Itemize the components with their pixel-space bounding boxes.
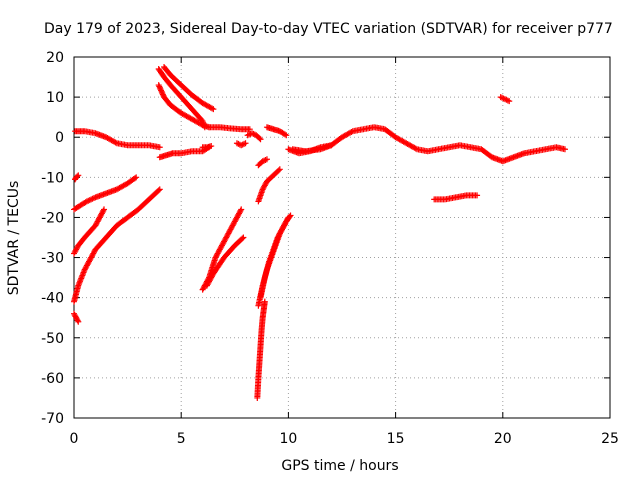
series-arc-17 bbox=[263, 124, 290, 139]
data-point bbox=[261, 298, 268, 305]
series-arc-16 bbox=[255, 166, 283, 205]
y-tick-label: -30 bbox=[41, 251, 64, 267]
data-point bbox=[112, 139, 119, 146]
gridlines bbox=[74, 57, 610, 418]
data-point bbox=[281, 131, 288, 138]
y-axis-label: SDTVAR / TECUs bbox=[6, 181, 22, 296]
data-point bbox=[198, 121, 205, 128]
data-point bbox=[276, 166, 283, 173]
y-tick-label: -70 bbox=[41, 411, 64, 427]
data-point bbox=[474, 192, 481, 199]
series-arc-6 bbox=[71, 186, 163, 305]
x-tick-label: 15 bbox=[387, 431, 405, 447]
plot-frame bbox=[73, 56, 611, 419]
series-arc-3 bbox=[72, 172, 82, 183]
y-tick-label: -60 bbox=[41, 371, 64, 387]
data-point bbox=[238, 206, 245, 213]
data-point bbox=[101, 206, 108, 213]
data-point bbox=[131, 175, 138, 182]
data-point bbox=[156, 144, 163, 151]
data-point bbox=[208, 143, 215, 150]
series-arc-23 bbox=[289, 124, 568, 165]
data-point bbox=[156, 186, 163, 193]
data-point bbox=[100, 207, 107, 214]
data-points bbox=[71, 64, 568, 401]
y-tick-label: -10 bbox=[41, 170, 64, 186]
x-tick-label: 20 bbox=[494, 431, 512, 447]
data-point bbox=[348, 128, 355, 135]
y-tick-label: 0 bbox=[55, 130, 64, 146]
data-point bbox=[561, 146, 568, 153]
y-tick-label: -50 bbox=[41, 331, 64, 347]
series-arc-9 bbox=[161, 64, 217, 113]
y-tick-label: -20 bbox=[41, 210, 64, 226]
data-point bbox=[328, 142, 335, 149]
data-point bbox=[242, 140, 249, 147]
data-point bbox=[246, 126, 253, 133]
data-point bbox=[209, 105, 216, 112]
x-tick-label: 0 bbox=[70, 431, 79, 447]
data-point bbox=[275, 167, 282, 174]
data-point bbox=[287, 212, 294, 219]
data-point bbox=[74, 173, 81, 180]
data-point bbox=[506, 98, 513, 105]
data-point bbox=[241, 140, 248, 147]
data-point bbox=[75, 172, 82, 179]
series-arc-12 bbox=[199, 206, 245, 293]
series-arc-11 bbox=[206, 124, 253, 133]
y-tick-label: -40 bbox=[41, 291, 64, 307]
y-tick-label: 20 bbox=[46, 50, 64, 66]
data-point bbox=[240, 234, 247, 241]
series-arc-2 bbox=[71, 310, 82, 325]
data-point bbox=[235, 140, 242, 147]
series-arc-13 bbox=[203, 234, 247, 289]
series-arc-21 bbox=[233, 140, 249, 149]
data-point bbox=[257, 136, 264, 143]
series-arc-1 bbox=[72, 128, 163, 151]
x-tick-label: 25 bbox=[601, 431, 619, 447]
data-point bbox=[283, 132, 290, 139]
data-point bbox=[412, 145, 419, 152]
data-point bbox=[246, 131, 253, 138]
data-point bbox=[75, 318, 82, 325]
y-tick-label: 10 bbox=[46, 90, 64, 106]
x-axis-label: GPS time / hours bbox=[281, 458, 398, 474]
series-arc-25 bbox=[431, 192, 481, 203]
data-point bbox=[263, 156, 270, 163]
data-point bbox=[239, 141, 246, 148]
axis-ticks bbox=[73, 56, 611, 419]
data-point bbox=[239, 235, 246, 242]
series-arc-18 bbox=[254, 298, 268, 401]
x-tick-label: 10 bbox=[279, 431, 297, 447]
data-point bbox=[133, 174, 140, 181]
tick-labels: 0 5 10 15 20 25 20 10 0 -10 -20 -30 -40 -50 -60 -70 bbox=[41, 50, 619, 447]
series-arc-10 bbox=[155, 82, 213, 131]
chart-title: Day 179 of 2023, Sidereal Day-to-day VTE… bbox=[44, 21, 613, 37]
data-point bbox=[210, 106, 217, 113]
x-tick-label: 5 bbox=[177, 431, 186, 447]
series-arc-22 bbox=[199, 143, 215, 151]
series-arc-20 bbox=[257, 212, 294, 301]
series-arc-15 bbox=[255, 156, 270, 169]
series-arc-14 bbox=[244, 130, 264, 143]
series-arc-24 bbox=[285, 142, 335, 157]
data-point bbox=[237, 207, 244, 214]
data-point bbox=[155, 187, 162, 194]
series-arc-5 bbox=[71, 206, 108, 257]
series-arc-4 bbox=[71, 174, 140, 213]
data-point bbox=[74, 317, 81, 324]
series-arc-26 bbox=[497, 94, 513, 105]
data-point bbox=[286, 213, 293, 220]
data-point bbox=[256, 135, 263, 142]
